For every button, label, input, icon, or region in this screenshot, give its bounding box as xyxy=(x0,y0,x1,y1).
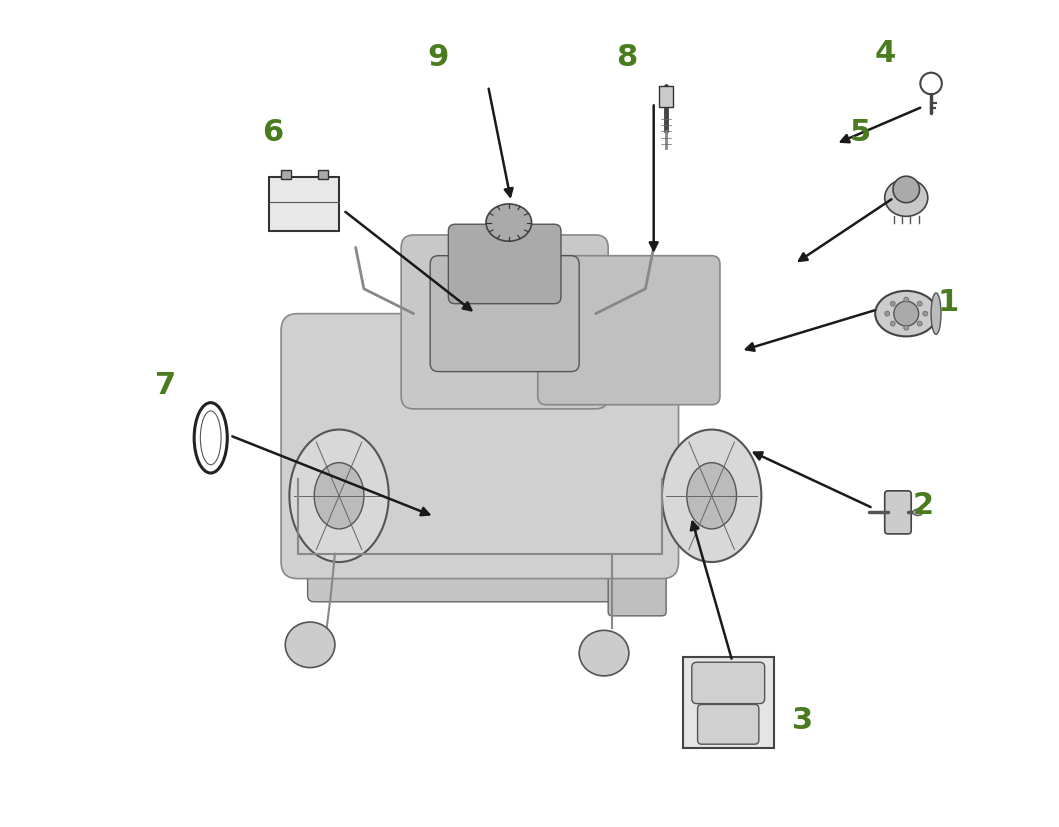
Ellipse shape xyxy=(289,430,389,562)
FancyBboxPatch shape xyxy=(608,542,666,616)
Circle shape xyxy=(894,302,918,327)
FancyBboxPatch shape xyxy=(538,256,720,405)
FancyBboxPatch shape xyxy=(698,705,759,744)
FancyBboxPatch shape xyxy=(448,225,561,304)
Text: 8: 8 xyxy=(616,43,638,73)
Ellipse shape xyxy=(687,463,736,529)
Ellipse shape xyxy=(662,430,761,562)
Bar xyxy=(660,87,672,108)
Text: 9: 9 xyxy=(428,43,449,73)
Circle shape xyxy=(891,322,895,327)
Circle shape xyxy=(903,298,909,303)
Text: 6: 6 xyxy=(263,117,284,147)
Text: 1: 1 xyxy=(937,287,958,317)
Circle shape xyxy=(893,177,919,203)
Text: 4: 4 xyxy=(875,39,896,69)
Ellipse shape xyxy=(285,623,335,668)
Ellipse shape xyxy=(579,630,629,676)
FancyBboxPatch shape xyxy=(281,314,679,579)
Circle shape xyxy=(884,312,890,317)
Bar xyxy=(281,171,291,179)
Ellipse shape xyxy=(884,179,928,217)
Ellipse shape xyxy=(315,463,364,529)
FancyBboxPatch shape xyxy=(884,491,911,534)
Text: 7: 7 xyxy=(155,370,176,399)
Circle shape xyxy=(917,302,922,307)
Text: 2: 2 xyxy=(912,490,933,519)
Bar xyxy=(269,178,339,232)
Circle shape xyxy=(922,312,928,317)
Text: 3: 3 xyxy=(792,705,813,734)
FancyBboxPatch shape xyxy=(307,539,635,602)
Ellipse shape xyxy=(931,294,941,335)
Bar xyxy=(683,657,774,748)
Ellipse shape xyxy=(875,292,937,337)
Text: 5: 5 xyxy=(850,117,872,147)
Circle shape xyxy=(903,326,909,331)
Ellipse shape xyxy=(913,509,922,516)
Bar xyxy=(319,171,328,179)
FancyBboxPatch shape xyxy=(692,662,765,704)
Circle shape xyxy=(917,322,922,327)
Circle shape xyxy=(891,302,895,307)
Ellipse shape xyxy=(486,204,532,241)
FancyBboxPatch shape xyxy=(430,256,579,372)
FancyBboxPatch shape xyxy=(401,236,608,409)
